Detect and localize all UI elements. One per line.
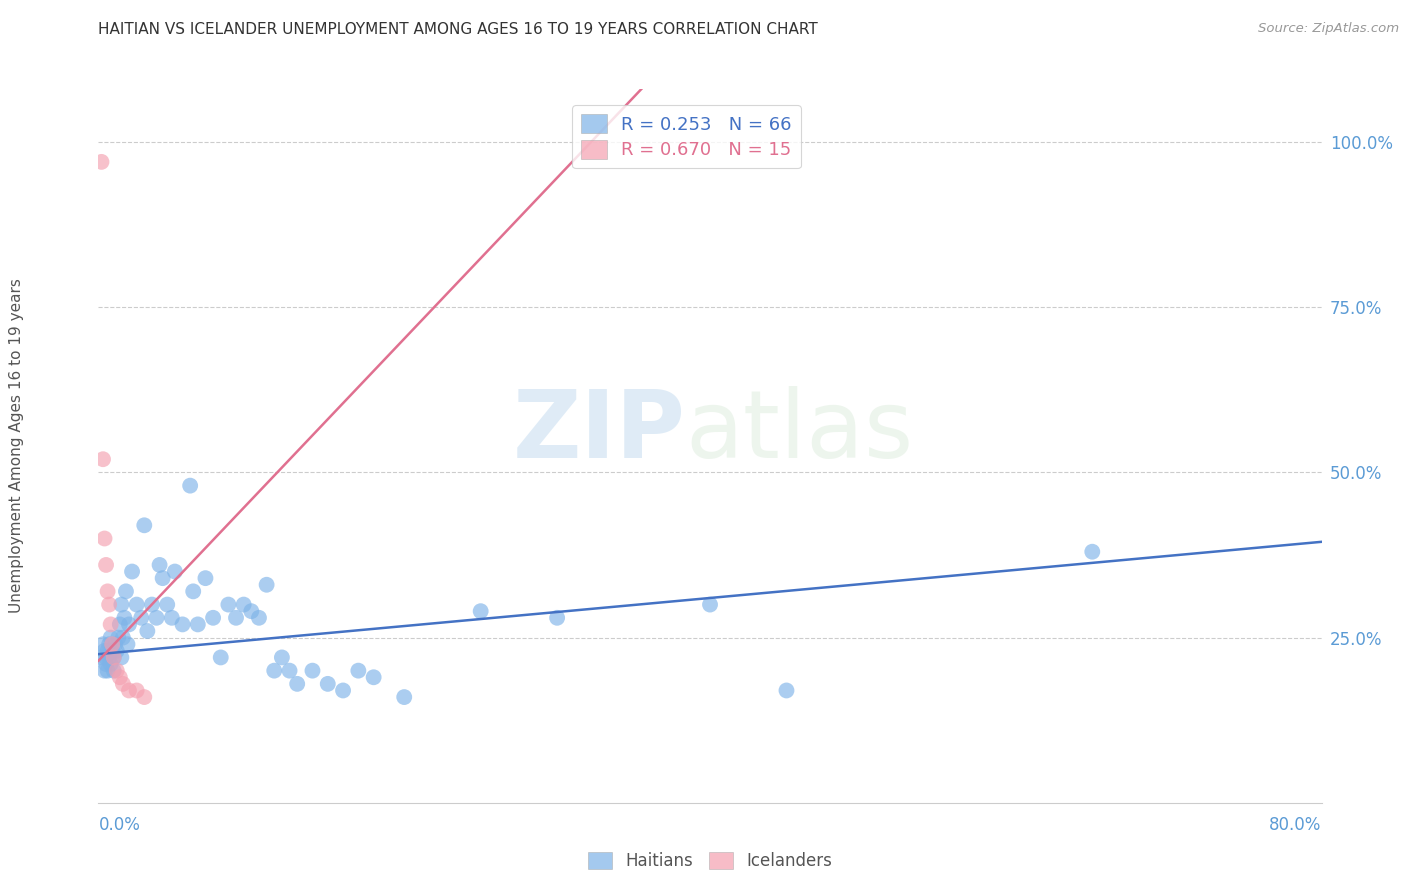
Point: [179, 478, 201, 492]
Text: atlas: atlas: [686, 385, 914, 478]
Point: [160, 611, 183, 625]
Point: [172, 617, 194, 632]
Point: [149, 558, 172, 572]
Point: [97, 664, 120, 678]
Point: [285, 677, 308, 691]
Point: [98, 637, 121, 651]
Point: [129, 611, 152, 625]
Point: [699, 598, 721, 612]
Point: [316, 677, 339, 691]
Point: [94, 657, 117, 671]
Point: [270, 650, 292, 665]
Point: [225, 611, 247, 625]
Point: [107, 631, 129, 645]
Point: [775, 683, 797, 698]
Point: [97, 644, 120, 658]
Point: [101, 644, 124, 658]
Point: [141, 598, 163, 612]
Point: [247, 611, 270, 625]
Text: Source: ZipAtlas.com: Source: ZipAtlas.com: [1258, 22, 1399, 36]
Point: [100, 617, 122, 632]
Point: [93, 664, 115, 678]
Point: [104, 637, 127, 651]
Point: [94, 650, 117, 665]
Point: [90, 650, 112, 665]
Point: [134, 690, 156, 704]
Point: [256, 578, 278, 592]
Point: [93, 644, 115, 658]
Point: [118, 683, 141, 698]
Point: [156, 598, 179, 612]
Point: [101, 637, 124, 651]
Point: [111, 677, 134, 691]
Point: [98, 598, 121, 612]
Point: [202, 611, 225, 625]
Point: [97, 584, 120, 599]
Point: [98, 650, 121, 665]
Legend: Haitians, Icelanders: Haitians, Icelanders: [582, 845, 838, 877]
Text: Unemployment Among Ages 16 to 19 years: Unemployment Among Ages 16 to 19 years: [10, 278, 24, 614]
Point: [136, 624, 159, 638]
Point: [163, 565, 186, 579]
Point: [1081, 545, 1104, 559]
Point: [347, 664, 370, 678]
Point: [181, 584, 204, 599]
Point: [125, 598, 148, 612]
Point: [91, 452, 114, 467]
Point: [118, 617, 141, 632]
Point: [103, 664, 125, 678]
Point: [100, 657, 122, 671]
Point: [105, 644, 128, 658]
Point: [121, 565, 143, 579]
Point: [100, 631, 122, 645]
Point: [111, 631, 134, 645]
Point: [363, 670, 385, 684]
Point: [152, 571, 174, 585]
Text: ZIP: ZIP: [513, 385, 686, 478]
Point: [134, 518, 156, 533]
Point: [117, 637, 139, 651]
Text: HAITIAN VS ICELANDER UNEMPLOYMENT AMONG AGES 16 TO 19 YEARS CORRELATION CHART: HAITIAN VS ICELANDER UNEMPLOYMENT AMONG …: [98, 22, 818, 37]
Point: [112, 611, 135, 625]
Point: [470, 604, 492, 618]
Point: [110, 650, 132, 665]
Point: [103, 650, 125, 665]
Point: [90, 154, 112, 169]
Point: [546, 611, 568, 625]
Point: [110, 598, 132, 612]
Point: [232, 598, 254, 612]
Point: [332, 683, 354, 698]
Point: [125, 683, 148, 698]
Point: [91, 637, 114, 651]
Point: [240, 604, 263, 618]
Point: [392, 690, 416, 704]
Point: [115, 584, 138, 599]
Text: 80.0%: 80.0%: [1270, 816, 1322, 834]
Point: [301, 664, 323, 678]
Text: 0.0%: 0.0%: [98, 816, 141, 834]
Point: [103, 650, 125, 665]
Point: [217, 598, 239, 612]
Point: [108, 617, 131, 632]
Point: [145, 611, 167, 625]
Point: [194, 571, 217, 585]
Point: [93, 532, 115, 546]
Point: [94, 558, 117, 572]
Point: [278, 664, 301, 678]
Point: [187, 617, 209, 632]
Point: [105, 664, 128, 678]
Point: [209, 650, 232, 665]
Point: [263, 664, 285, 678]
Point: [108, 670, 131, 684]
